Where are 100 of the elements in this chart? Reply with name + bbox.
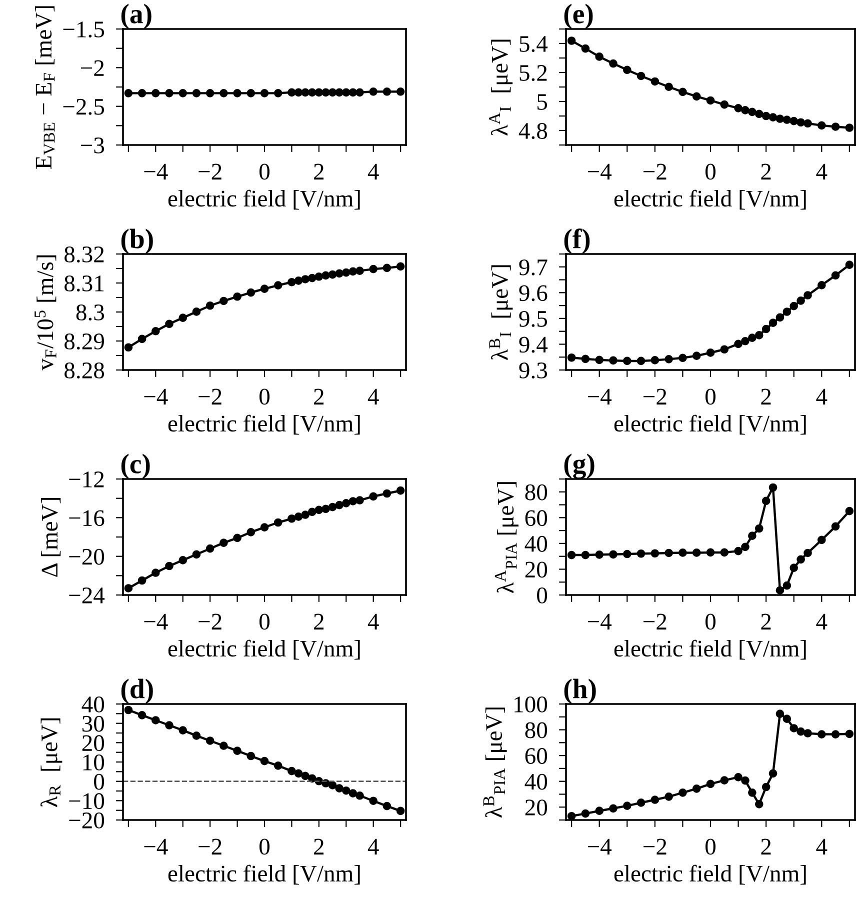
x-tick-label: −4 [588,164,612,180]
y-tick-label: 10 [83,754,104,770]
x-axis-title: electric field [V/nm] [614,414,806,435]
x-tick-label: −2 [644,838,666,854]
x-tick-label: 4 [368,614,379,630]
chart-title: (e) [564,4,593,29]
x-axis-title: electric field [V/nm] [168,190,360,210]
x-axis-title: electric field [V/nm] [614,864,806,885]
x-tick-label: 2 [761,614,771,630]
x-tick-label: −4 [144,388,168,404]
x-tick-label: 0 [705,388,716,405]
x-tick-label: 2 [761,838,771,854]
chart-title: (c) [121,454,150,479]
x-tick-label: 2 [761,164,771,180]
x-tick-label: −2 [198,164,222,180]
chart-title: (d) [121,678,153,704]
y-tick-label: 80 [525,484,548,500]
x-tick-label: −2 [644,614,666,630]
y-axis-title: λ$^{A}$$_{I}$ [μeV] [489,40,513,136]
y-axis-title: λ$^{A}$$_{PIA}$ [μeV] [494,482,518,594]
x-axis-title: electric field [V/nm] [168,640,360,660]
y-tick-label: 20 [525,800,548,816]
x-tick-label: −4 [144,838,168,854]
y-tick-label: −2.5 [63,98,104,115]
y-tick-label: −10 [69,793,104,810]
y-tick-label: −20 [69,812,104,828]
x-tick-label: 0 [705,614,716,630]
x-tick-label: −2 [644,388,666,404]
y-axis-title: λ$_{R}$ [μeV] [40,718,62,807]
y-axis-title: E$_{VBE}$ − E$_{F}$ [meV] [35,6,55,169]
y-tick-label: 5.4 [520,36,548,52]
y-tick-label: −12 [69,472,104,488]
x-tick-label: −2 [198,838,222,854]
x-tick-label: 4 [816,388,828,404]
y-tick-label: 8.29 [64,333,104,350]
x-tick-label: 2 [314,164,324,180]
x-tick-label: 4 [816,838,828,854]
y-tick-label: 4.8 [518,122,548,140]
x-tick-label: 4 [816,164,828,180]
chart-title: (h) [564,678,596,704]
chart-title: (b) [121,228,153,254]
y-tick-label: −2 [81,60,104,76]
x-tick-label: −4 [588,388,612,404]
chart-title: (a) [121,4,152,29]
y-tick-label: −16 [69,510,104,526]
y-tick-label: 0 [537,587,548,604]
y-tick-label: 9.6 [519,285,548,302]
y-tick-label: 9.4 [519,336,548,353]
x-tick-label: −4 [144,164,168,180]
x-tick-label: 0 [259,388,270,405]
y-tick-label: 9.3 [519,362,548,379]
x-tick-label: 4 [368,838,379,854]
x-tick-label: 4 [368,164,379,180]
x-tick-label: 2 [761,388,771,404]
y-tick-label: 5 [538,94,548,110]
x-tick-label: 4 [816,614,828,630]
y-tick-label: −1.5 [63,22,104,38]
y-tick-label: −24 [69,588,105,604]
x-tick-label: 4 [368,388,379,404]
x-tick-label: −4 [588,614,612,630]
x-tick-label: 0 [705,164,716,180]
y-tick-label: 100 [514,696,548,712]
y-tick-label: 40 [524,774,548,790]
x-tick-label: −2 [198,614,222,630]
y-tick-label: 40 [524,536,548,552]
x-axis-title: electric field [V/nm] [168,864,360,885]
y-axis-title: λ$^{B}$$_{PIA}$ [μeV] [483,708,507,818]
x-tick-label: 0 [705,838,716,855]
y-tick-label: 8.28 [64,362,104,379]
y-tick-label: 60 [525,748,548,764]
x-tick-label: 0 [259,614,270,630]
y-tick-label: 80 [525,722,548,738]
x-tick-label: 2 [314,838,324,854]
y-tick-label: 20 [525,562,548,578]
y-tick-label: 0 [94,774,104,790]
y-tick-label: 8.3 [76,304,104,321]
x-tick-label: 0 [259,838,270,855]
x-axis-title: electric field [V/nm] [614,640,806,660]
y-axis-title: v$_{F}$/10$^{5}$ [m/s] [34,255,56,370]
y-tick-label: 30 [82,716,104,732]
x-tick-label: −4 [588,838,612,854]
y-tick-label: 9.7 [519,259,548,276]
x-tick-label: −4 [144,614,168,630]
x-axis-title: electric field [V/nm] [614,190,806,210]
y-tick-label: 60 [525,510,548,526]
chart-title: (g) [564,454,594,479]
y-tick-label: 20 [82,735,104,752]
y-tick-label: 40 [82,696,104,712]
y-tick-label: 8.31 [64,275,104,292]
y-axis-title: λ$^{B}$$_{I}$ [μeV] [489,265,513,360]
y-axis-title: Δ [meV] [41,498,61,577]
x-tick-label: −2 [198,388,222,404]
y-tick-label: −20 [69,548,104,565]
y-tick-label: 5.2 [520,65,547,82]
y-tick-label: 9.5 [519,311,548,327]
y-tick-label: −3 [81,138,104,154]
x-tick-label: 0 [259,164,270,180]
chart-title: (f) [564,228,590,254]
y-tick-label: 8.32 [64,246,104,263]
x-tick-label: 2 [314,614,324,630]
